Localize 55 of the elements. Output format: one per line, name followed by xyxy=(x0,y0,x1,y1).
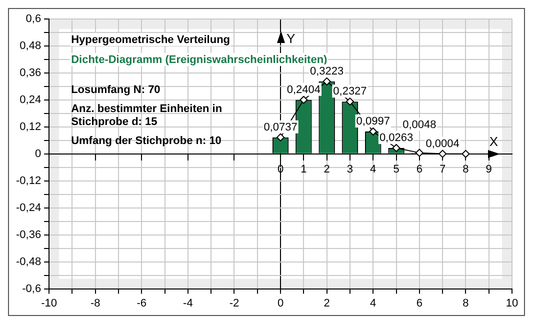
annotation: Anz. bestimmter Einheiten in Stichprobe d: 15 xyxy=(71,103,222,128)
annotation: Umfang der Stichprobe n: 10 xyxy=(71,135,222,147)
x-tick-label: 6 xyxy=(416,297,422,310)
x2-tick-label: 7 xyxy=(440,164,446,176)
x-tick-label: 2 xyxy=(324,297,330,310)
x-tick-label: 0 xyxy=(277,297,284,310)
data-label: 0,0048 xyxy=(402,118,436,131)
y-tick-label: 0 xyxy=(34,148,42,160)
x2-tick-label: 1 xyxy=(300,164,307,176)
x2-tick-label: 6 xyxy=(416,164,422,176)
point xyxy=(415,148,424,157)
y-tick-label: 0,12 xyxy=(20,120,42,133)
y-tick-label: -0,12 xyxy=(16,174,42,187)
text: Hypergeometrische Verteilung xyxy=(71,34,230,46)
x2-tick-label: 4 xyxy=(370,164,376,176)
y-tick-label: 0,48 xyxy=(20,40,42,52)
data-label: 0,2327 xyxy=(333,86,367,98)
x2-tick-label: 3 xyxy=(346,164,354,176)
point xyxy=(300,96,308,104)
point xyxy=(276,133,285,142)
y-tick-label: 0,6 xyxy=(26,13,42,26)
x-tick-label: -6 xyxy=(136,297,147,310)
y-axis-title: Y xyxy=(286,31,296,46)
x-tick-label: 10 xyxy=(506,297,518,310)
x-tick-label: -10 xyxy=(41,297,58,310)
point xyxy=(462,150,470,158)
data-label: 0,0004 xyxy=(426,138,460,150)
text: Dichte-Diagramm (Ereigniswahrscheinlichkeiten) xyxy=(71,54,328,66)
y-tick-label: 0,24 xyxy=(20,94,42,106)
y-tick-label: -0,36 xyxy=(16,228,42,241)
data-label: 0,2404 xyxy=(286,84,321,96)
y-tick-label: -0,6 xyxy=(22,282,42,295)
annotation: Losumfang N: 70 xyxy=(71,84,160,96)
data-label: 0,0263 xyxy=(379,132,414,144)
point xyxy=(322,77,331,86)
x-tick-label: -2 xyxy=(229,297,240,310)
y-tick-label: -0,24 xyxy=(16,202,42,214)
x2-tick-label: 2 xyxy=(324,164,330,176)
x2-tick-label: 5 xyxy=(393,164,400,176)
x-tick-label: -8 xyxy=(90,297,100,310)
point xyxy=(392,144,400,152)
x2-axis-title: X xyxy=(489,134,498,149)
data-label: 0,0997 xyxy=(356,115,390,128)
data-label: 0,3223 xyxy=(310,65,344,78)
x2-tick-label: 9 xyxy=(486,164,492,176)
x-tick-label: 8 xyxy=(462,297,469,310)
y-tick-label: 0,36 xyxy=(20,66,42,79)
point xyxy=(438,150,447,158)
x-tick-label: -4 xyxy=(183,297,193,310)
x-tick-label: 4 xyxy=(370,297,376,310)
point xyxy=(369,127,378,136)
data-label: 0,0737 xyxy=(264,121,298,134)
y-tick-label: -0,48 xyxy=(16,256,42,268)
point xyxy=(346,98,354,106)
x2-tick-label: 8 xyxy=(462,164,469,176)
